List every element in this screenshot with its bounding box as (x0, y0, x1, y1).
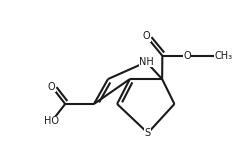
Text: O: O (48, 82, 55, 92)
Text: HO: HO (44, 116, 59, 126)
Text: S: S (145, 128, 151, 138)
Text: CH₃: CH₃ (214, 51, 232, 61)
Text: O: O (183, 51, 191, 61)
Text: NH: NH (139, 57, 154, 67)
Text: O: O (143, 31, 150, 41)
